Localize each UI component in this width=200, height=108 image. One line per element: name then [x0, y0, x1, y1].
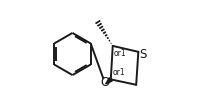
Text: S: S: [139, 48, 146, 60]
Text: or1: or1: [114, 49, 126, 58]
Text: or1: or1: [112, 68, 125, 77]
Text: O: O: [100, 76, 109, 89]
Polygon shape: [106, 78, 112, 84]
